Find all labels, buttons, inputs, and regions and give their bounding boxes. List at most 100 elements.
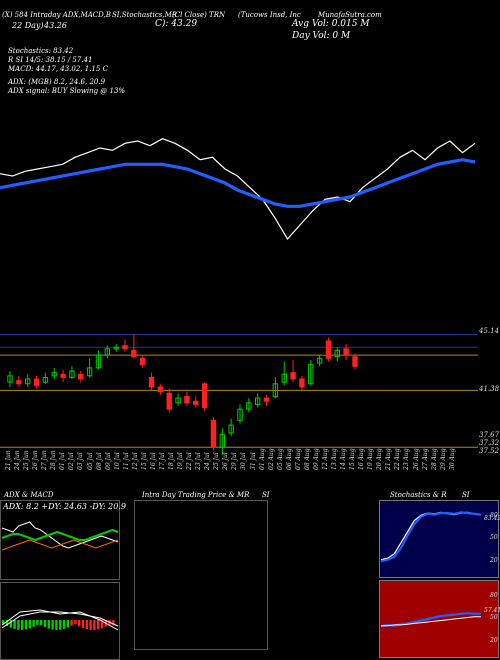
stochastic-d-line	[380, 511, 482, 563]
candle-body	[210, 419, 217, 448]
stat-stochastics: Stochastics: 83.42	[8, 47, 74, 55]
header-close-label: (Cl Close) TRN	[172, 11, 226, 19]
macd-histogram-bar	[89, 620, 92, 630]
candle-body	[290, 372, 296, 380]
rsi-tick-label: 80	[490, 592, 498, 599]
candle-body	[325, 340, 332, 359]
rsi-tick-label: 50	[490, 614, 498, 621]
macd-histogram-bar	[47, 620, 50, 629]
macd-histogram-bar	[21, 620, 24, 630]
candle-body	[237, 408, 243, 421]
header-exchange-label: (X) 584 Intraday ADX,MACD,B	[2, 11, 111, 19]
macd-histogram-bar	[51, 620, 54, 630]
macd-histogram-bar	[40, 620, 43, 626]
moving-average-series	[0, 158, 476, 208]
adx-panel-title: ADX & MACD	[4, 491, 54, 499]
stoch-tick-label: 80	[490, 512, 498, 519]
price-level-low1-label: 37.67	[479, 431, 500, 439]
macd-histogram-bar	[36, 620, 39, 625]
macd-histogram-bar	[13, 620, 16, 630]
stoch-value-label: 83.42	[484, 515, 500, 522]
price-level-mid-label: 41.38	[479, 385, 500, 393]
header-site: MunafaSutra.com	[318, 11, 382, 19]
candle-body	[131, 349, 137, 358]
candle-body	[157, 386, 164, 393]
stochastic-k-line	[380, 511, 482, 561]
macd-histogram-bar	[59, 620, 62, 630]
candle-body	[95, 354, 102, 369]
price-level-low3-label: 37.52	[479, 447, 500, 455]
candle-body	[78, 373, 84, 380]
candle-body	[352, 356, 358, 367]
macd-histogram-bar	[28, 620, 31, 629]
stat-adx-signal: ADX signal: BUY Slowing @ 13%	[8, 87, 126, 95]
candle-body	[139, 357, 146, 366]
macd-histogram-bar	[74, 620, 77, 625]
candle-body	[148, 376, 155, 388]
candle-body	[16, 380, 22, 385]
stoch-tick-label: 50	[490, 534, 498, 541]
macd-histogram-bar	[32, 620, 35, 627]
candle-body	[166, 392, 172, 410]
intraday-panel	[134, 500, 268, 650]
adx-series-line	[1, 539, 119, 551]
candle-body	[272, 383, 279, 397]
macd-histogram-bar	[24, 620, 28, 630]
adx-series-line	[1, 521, 119, 549]
candle-body	[175, 397, 181, 404]
macd-histogram-bar	[100, 620, 104, 629]
header-indicators-label: SI,Stochastics,MR	[112, 11, 178, 19]
macd-histogram-bar	[81, 620, 85, 628]
candle-body	[7, 375, 13, 383]
rsi-panel	[379, 580, 499, 658]
ma-line-chart	[0, 138, 476, 241]
adx-series-line	[1, 528, 119, 542]
header-company: (Tucows Insd, Inc	[238, 11, 301, 19]
macd-histogram-bar	[9, 620, 12, 628]
candle-body	[246, 402, 252, 410]
candle-body	[228, 424, 234, 434]
intraday-panel-si: SI	[262, 491, 270, 499]
macd-signal-line	[1, 611, 119, 629]
stat-rsi: R SI 14/5: 38.15 / 57.41	[8, 56, 93, 64]
candle-body	[316, 357, 323, 364]
macd-histogram-bar	[85, 620, 88, 630]
candle-body	[113, 346, 119, 350]
price-line-series	[0, 138, 476, 241]
candle-body	[184, 395, 190, 404]
macd-histogram-bar	[70, 620, 73, 626]
candle-body	[299, 378, 305, 388]
candle-body	[334, 349, 341, 358]
macd-histogram-bar	[5, 620, 9, 626]
macd-line	[1, 609, 119, 631]
header-day-vol: Day Vol: 0 M	[292, 31, 351, 41]
macd-histogram-bar	[43, 620, 47, 628]
macd-histogram-bar	[93, 620, 96, 630]
candle-body	[254, 397, 261, 405]
candle-body	[60, 373, 66, 378]
stochastics-panel	[379, 500, 499, 578]
candlestick-chart	[0, 334, 478, 456]
header-date-label: 22 Day)	[12, 21, 44, 30]
macd-histogram-bar	[17, 620, 20, 630]
rsi-value-label: 57.41	[484, 607, 500, 614]
candle-body	[104, 348, 111, 356]
price-level-low2-label: 37.32	[479, 439, 500, 447]
candle-body	[69, 370, 75, 378]
candle-body	[193, 400, 199, 405]
stoch-panel-si: SI	[462, 491, 470, 499]
stat-adx: ADX: (MGB) 8.2, 24.6, 20.9	[8, 78, 106, 86]
candle-body	[263, 397, 270, 402]
candle-body	[24, 378, 31, 385]
rsi-tick-label: 20	[489, 637, 498, 644]
candle-body	[281, 373, 287, 383]
macd-histogram-bar	[66, 620, 69, 628]
stoch-tick-label: 20	[489, 557, 498, 564]
candle-body	[86, 367, 93, 377]
candle-body	[122, 345, 128, 350]
candle-body	[308, 364, 314, 385]
adx-panel-values: ADX: 8.2 +DY: 24.63 -DY: 20.9	[3, 502, 126, 511]
macd-histogram-bar	[2, 620, 5, 624]
macd-histogram-bar	[55, 620, 58, 630]
